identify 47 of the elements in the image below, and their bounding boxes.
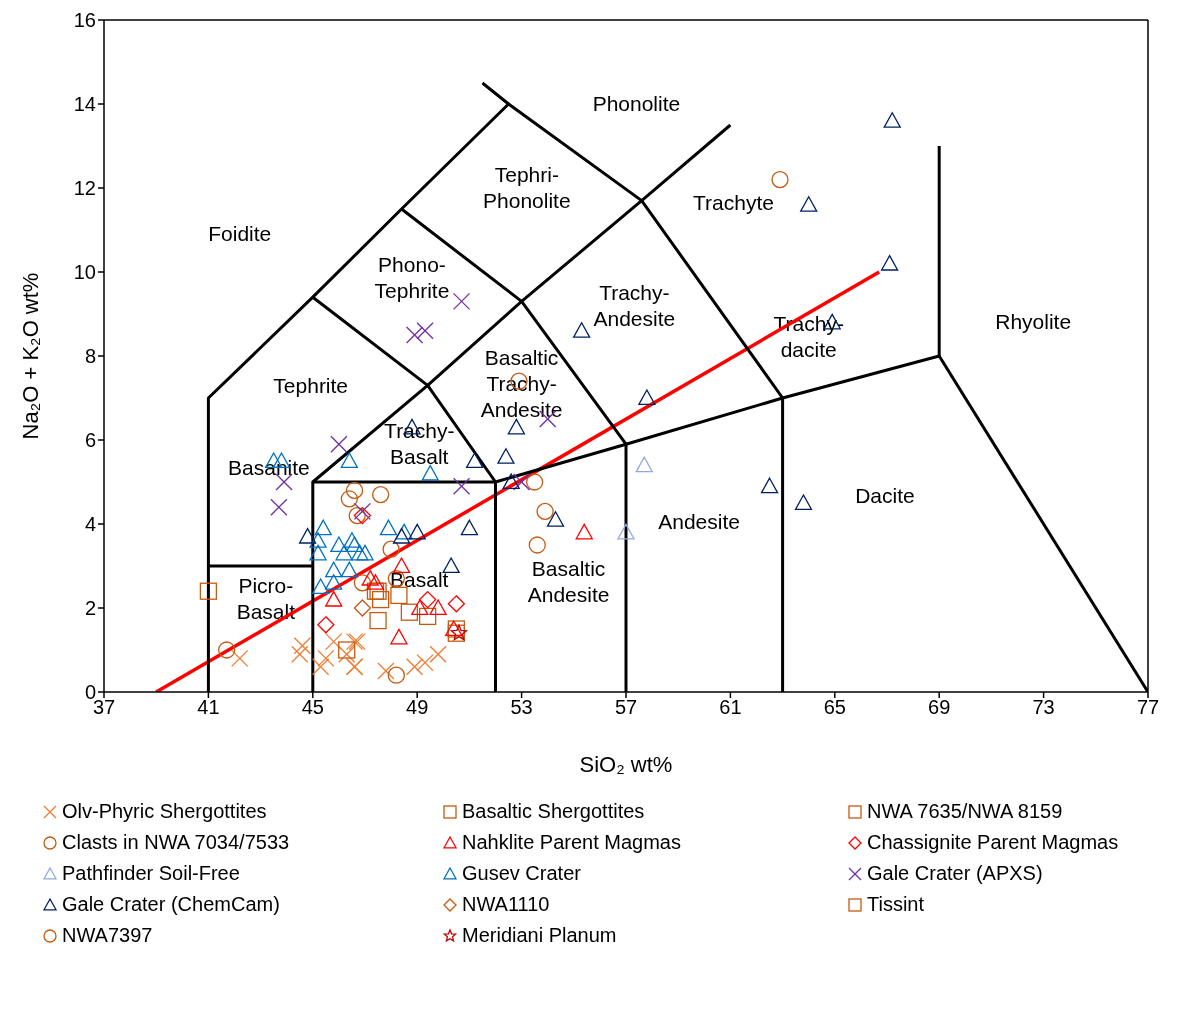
annotation: Phonolite	[592, 92, 681, 115]
annotation: Phono- Tephrite	[374, 253, 450, 303]
legend-label: NWA7397	[62, 924, 153, 947]
x-tick-label: 69	[928, 696, 951, 719]
x-tick-label: 49	[406, 696, 429, 719]
annotation: Trachy- Basalt	[384, 419, 455, 469]
legend-label: Chassignite Parent Magmas	[867, 831, 1119, 854]
legend-label: Gusev Crater	[462, 862, 581, 885]
annotation: Tephri- Phonolite	[483, 163, 571, 212]
y-tick-label: 14	[73, 93, 96, 116]
y-tick-label: 8	[84, 345, 96, 368]
legend-label: Gale Crater (APXS)	[867, 862, 1043, 885]
x-tick-label: 77	[1136, 696, 1160, 719]
y-tick-label: 16	[73, 9, 96, 32]
y-tick-label: 4	[84, 513, 96, 536]
annotation: Andesite	[658, 509, 740, 533]
x-tick-label: 57	[614, 696, 638, 719]
y-tick-label: 12	[73, 177, 96, 200]
annotation: Rhyolite	[995, 310, 1072, 334]
annotation: Trachyte	[693, 190, 774, 214]
legend-label: Clasts in NWA 7034/7533	[62, 831, 290, 854]
legend-label: NWA1110	[462, 893, 550, 916]
x-tick-label: 65	[823, 696, 846, 719]
y-tick-label: 2	[84, 597, 96, 620]
legend-label: Nahklite Parent Magmas	[462, 831, 681, 854]
y-axis-title: Na₂O + K₂O wt%	[18, 272, 43, 440]
legend-label: Gale Crater (ChemCam)	[62, 893, 280, 916]
x-tick-label: 73	[1032, 696, 1055, 719]
x-axis-title: SiO₂ wt%	[579, 752, 673, 777]
annotation: Trachy- Andesite	[593, 280, 676, 330]
legend-label: Tissint	[867, 893, 925, 916]
legend-label: NWA 7635/NWA 8159	[867, 800, 1063, 823]
x-tick-label: 41	[197, 696, 220, 719]
legend-label: Basaltic Shergottites	[462, 800, 645, 823]
y-tick-label: 6	[84, 429, 96, 452]
legend-label: Meridiani Planum	[462, 924, 617, 947]
annotation: Foidite	[208, 222, 272, 246]
x-tick-label: 61	[719, 696, 742, 719]
legend-label: Pathfinder Soil-Free	[62, 862, 240, 885]
x-tick-label: 45	[301, 696, 324, 719]
y-tick-label: 10	[73, 261, 96, 284]
x-tick-label: 53	[510, 696, 533, 719]
annotation: Basaltic Andesite	[527, 557, 610, 607]
annotation: Dacite	[855, 484, 915, 508]
legend-label: Olv-Phyric Shergottites	[62, 800, 267, 823]
annotation: Tephrite	[273, 373, 349, 397]
annotation: Basanite	[228, 455, 310, 479]
